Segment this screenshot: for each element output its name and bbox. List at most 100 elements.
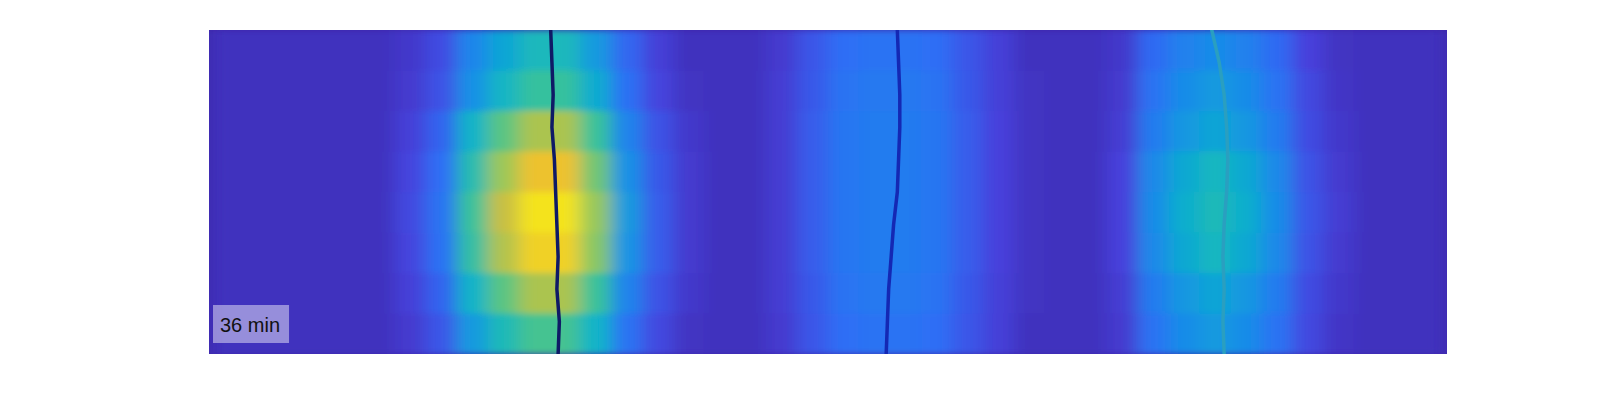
heatmap-cell — [1385, 192, 1417, 233]
heatmap-cell — [983, 233, 1015, 274]
heatmap-cell — [983, 111, 1015, 152]
heatmap-cell — [302, 111, 334, 152]
heatmap-cell — [457, 233, 489, 274]
heatmap-cell — [580, 30, 612, 71]
heatmap-cell — [983, 273, 1015, 314]
heatmap-cell — [828, 192, 860, 233]
heatmap-cell — [1261, 152, 1293, 193]
heatmap-cell — [1354, 192, 1386, 233]
heatmap-cell — [1107, 233, 1139, 274]
heatmap-cell — [488, 111, 520, 152]
plot-area — [209, 30, 1447, 354]
heatmap-cell — [1107, 273, 1139, 314]
heatmap-cell — [457, 314, 489, 355]
heatmap-cell — [395, 152, 427, 193]
heatmap-cell — [673, 111, 705, 152]
heatmap-cell — [797, 30, 829, 71]
heatmap-cell — [797, 273, 829, 314]
heatmap-cell — [921, 314, 953, 355]
heatmap-cell — [580, 111, 612, 152]
heatmap-cell — [921, 233, 953, 274]
trace-line — [551, 30, 560, 354]
heatmap-cell — [426, 273, 458, 314]
heatmap-cell — [1107, 192, 1139, 233]
heatmap-cell — [766, 71, 798, 112]
heatmap-cell — [271, 30, 303, 71]
heatmap-cell — [859, 30, 891, 71]
heatmap-cell — [1014, 30, 1046, 71]
heatmap-cell — [1292, 111, 1324, 152]
heatmap-cell — [1354, 314, 1386, 355]
heatmap-cell — [1076, 30, 1108, 71]
heatmap-cell — [952, 314, 984, 355]
heatmap-cell — [302, 152, 334, 193]
heatmap-cell — [735, 273, 767, 314]
heatmap-cell — [921, 30, 953, 71]
heatmap-cell — [766, 192, 798, 233]
heatmap-cell — [240, 71, 272, 112]
heatmap-cell — [1076, 152, 1108, 193]
heatmap-cell — [1416, 233, 1447, 274]
heatmap-cell — [983, 192, 1015, 233]
heatmap-cell — [519, 111, 551, 152]
heatmap-cell — [1416, 273, 1447, 314]
heatmap-cell — [457, 71, 489, 112]
heatmap-cell — [1014, 152, 1046, 193]
heatmap-cell — [1045, 30, 1077, 71]
heatmap-cell — [1014, 273, 1046, 314]
heatmap-cell — [642, 192, 674, 233]
heatmap-cell — [1138, 111, 1170, 152]
heatmap-cell — [488, 273, 520, 314]
heatmap-cell — [1292, 71, 1324, 112]
heatmap-cell — [488, 192, 520, 233]
heatmap-cell — [1014, 233, 1046, 274]
heatmap-cell — [519, 71, 551, 112]
heatmap-cell — [519, 192, 551, 233]
heatmap-cell — [209, 192, 241, 233]
traces — [551, 30, 1228, 354]
heatmap-cell — [1323, 30, 1355, 71]
heatmap-cell — [797, 152, 829, 193]
heatmap-cell — [333, 233, 365, 274]
heatmap-cell — [426, 111, 458, 152]
heatmap-cell — [580, 152, 612, 193]
heatmap-cell — [766, 111, 798, 152]
heatmap-cell — [240, 30, 272, 71]
heatmap-cell — [921, 273, 953, 314]
heatmap-cell — [890, 30, 922, 71]
heatmap-cell — [1107, 314, 1139, 355]
heatmap-cell — [890, 152, 922, 193]
heatmap-cell — [1354, 71, 1386, 112]
heatmap-cell — [1354, 273, 1386, 314]
heatmap-cell — [302, 192, 334, 233]
heatmap-cell — [1076, 71, 1108, 112]
heatmap-cell — [704, 71, 736, 112]
heatmap-cell — [952, 152, 984, 193]
heatmap-cell — [1045, 192, 1077, 233]
heatmap-cell — [580, 192, 612, 233]
heatmap-cell — [642, 233, 674, 274]
heatmap-cell — [1385, 30, 1417, 71]
heatmap-cell — [1261, 111, 1293, 152]
heatmap-cell — [921, 192, 953, 233]
heatmap-cell — [1261, 314, 1293, 355]
heatmap-cell — [890, 111, 922, 152]
heatmap-cell — [302, 71, 334, 112]
heatmap-cell — [952, 233, 984, 274]
trace-line — [1212, 30, 1228, 354]
heatmap-cell — [333, 71, 365, 112]
heatmap-cell — [333, 152, 365, 193]
heatmap-cell — [580, 314, 612, 355]
heatmap-cell — [1199, 233, 1231, 274]
heatmap-cell — [209, 71, 241, 112]
heatmap-cell — [1323, 273, 1355, 314]
heatmap-cell — [1014, 111, 1046, 152]
heatmap-cell — [457, 192, 489, 233]
heatmap-cell — [488, 71, 520, 112]
heatmap-cell — [828, 71, 860, 112]
heatmap-cell — [1385, 152, 1417, 193]
heatmap-cell — [1199, 273, 1231, 314]
heatmap-cell — [921, 111, 953, 152]
heatmap-cell — [611, 314, 643, 355]
heatmap-cell — [1323, 111, 1355, 152]
